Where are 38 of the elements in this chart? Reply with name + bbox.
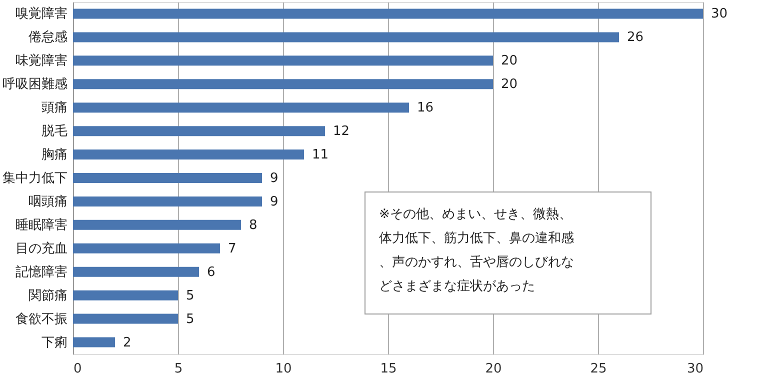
data-label: 20 <box>501 77 518 92</box>
y-tick-label: 味覚障害 <box>16 52 68 69</box>
y-tick-label: 呼吸困難感 <box>2 77 68 92</box>
data-label: 8 <box>249 218 258 233</box>
y-tick-label: 嗅覚障害 <box>16 6 68 22</box>
y-tick-label: 胸痛 <box>42 148 68 163</box>
data-label: 5 <box>186 288 194 304</box>
x-tick-label: 10 <box>275 362 292 376</box>
y-tick-label: 脱毛 <box>42 124 68 140</box>
data-label: 11 <box>312 148 329 163</box>
y-tick-label: 倦怠感 <box>28 30 68 46</box>
data-label: 7 <box>228 241 236 256</box>
y-tick-label: 集中力低下 <box>2 171 68 186</box>
data-label: 20 <box>501 54 518 69</box>
x-tick-label: 25 <box>590 362 607 376</box>
data-label: 30 <box>711 6 728 22</box>
x-tick-label: 20 <box>485 362 502 376</box>
x-tick-label: 15 <box>380 362 397 376</box>
x-tick-label: 5 <box>174 362 183 376</box>
y-tick-label: 咽頭痛 <box>28 194 68 210</box>
y-tick-label: 頭痛 <box>42 100 68 116</box>
y-tick-label: 食欲不振 <box>16 312 68 327</box>
y-tick-label: 記憶障害 <box>16 264 68 280</box>
data-label: 12 <box>333 124 350 140</box>
data-label: 6 <box>207 264 216 280</box>
y-tick-label: 関節痛 <box>28 288 68 304</box>
y-tick-label: 目の充血 <box>16 241 68 256</box>
data-label: 9 <box>270 194 278 210</box>
annotation: ※その他、めまい、せき、微熱、体力低下、筋力低下、鼻の違和感、声のかすれ、舌や唇のしびれなどさまざまな症状があった <box>379 207 574 294</box>
data-label: 26 <box>627 30 644 46</box>
data-label: 16 <box>417 100 434 116</box>
data-label: 5 <box>186 312 194 327</box>
y-tick-label: 睡眠障害 <box>16 216 68 233</box>
y-tick-label: 下痢 <box>42 335 68 350</box>
x-tick-label: 0 <box>74 362 82 376</box>
data-label: 2 <box>123 335 132 350</box>
data-label: 9 <box>270 171 278 186</box>
x-tick-label: 30 <box>686 362 704 376</box>
